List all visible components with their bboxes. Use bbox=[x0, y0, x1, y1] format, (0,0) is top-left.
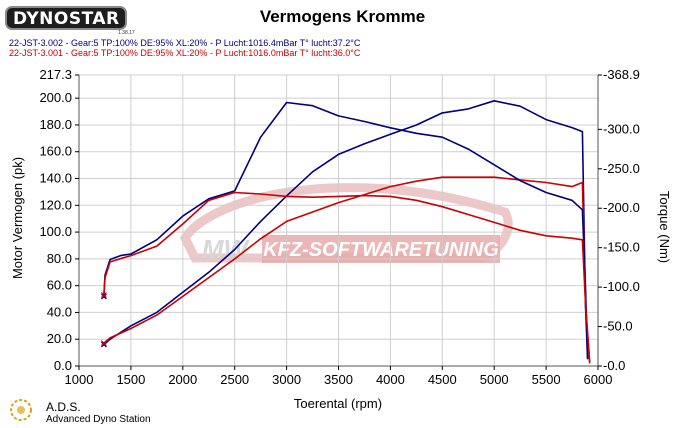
series-line-3 bbox=[103, 101, 589, 359]
y-tick-label: 200.0 bbox=[39, 90, 72, 105]
y-tick-label: 60.0 bbox=[47, 278, 72, 293]
x-tick-label: 5000 bbox=[480, 372, 509, 387]
y-tick-label: 160.0 bbox=[39, 144, 72, 159]
y2-tick-label: -368.9 bbox=[603, 67, 640, 82]
y-tick-label: 20.0 bbox=[47, 331, 72, 346]
x-tick-label: 5500 bbox=[532, 372, 561, 387]
y-tick-label: 100.0 bbox=[39, 224, 72, 239]
series-lines bbox=[100, 100, 591, 364]
series-start-marker bbox=[100, 340, 107, 347]
y-tick-label: 120.0 bbox=[39, 197, 72, 212]
run-info-2: 22-JST-3.001 - Gear:5 TP:100% DE:95% XL:… bbox=[9, 48, 361, 58]
x-tick-label: 1000 bbox=[65, 372, 94, 387]
y2-tick-label: -0.0 bbox=[603, 358, 625, 373]
x-tick-label: 2500 bbox=[220, 372, 249, 387]
ads-logo-icon bbox=[10, 399, 32, 421]
watermark-banner bbox=[262, 235, 500, 263]
x-tick-label: 2000 bbox=[168, 372, 197, 387]
y2-tick-label: -200.0 bbox=[603, 200, 640, 215]
y-tick-label: 140.0 bbox=[39, 171, 72, 186]
y-tick-label: 80.0 bbox=[47, 251, 72, 266]
footer-short-name: A.D.S. bbox=[46, 400, 81, 414]
watermark-car-shape bbox=[179, 183, 513, 263]
watermark: KFZ-SOFTWARETUNING MW bbox=[179, 183, 513, 264]
x-tick-label: 3000 bbox=[272, 372, 301, 387]
watermark-prefix: MW bbox=[202, 234, 251, 264]
gridlines bbox=[78, 74, 599, 367]
brand-version: 1.38.17 bbox=[118, 30, 135, 36]
x-tick-label: 4500 bbox=[428, 372, 457, 387]
series-line-2 bbox=[103, 176, 591, 364]
y-tick-label: 40.0 bbox=[47, 304, 72, 319]
series-start-marker bbox=[100, 293, 107, 300]
x-tick-label: 6000 bbox=[584, 372, 613, 387]
series-line-4 bbox=[103, 191, 591, 363]
run-info-1: 22-JST-3.002 - Gear:5 TP:100% DE:95% XL:… bbox=[9, 38, 361, 48]
footer-full-name: Advanced Dyno Station bbox=[46, 414, 151, 425]
y-tick-label: 180.0 bbox=[39, 117, 72, 132]
series-start-marker bbox=[100, 292, 107, 298]
x-tick-label: 3500 bbox=[324, 372, 353, 387]
brand-name: DYNOSTAR bbox=[13, 9, 120, 29]
series-line-1 bbox=[103, 100, 589, 360]
y2-axis-label: Torque (Nm) bbox=[657, 191, 672, 263]
axis-ticks: 1000 1500 2000 2500 3000 3500 4000 4500 5000 5500… bbox=[39, 67, 639, 387]
y2-tick-label: -50.0 bbox=[603, 319, 633, 334]
y-tick-label: 0.0 bbox=[54, 358, 72, 373]
y2-tick-label: -300.0 bbox=[603, 121, 640, 136]
y-tick-label: 217.3 bbox=[39, 67, 72, 82]
x-axis-label: Toerental (rpm) bbox=[294, 396, 382, 411]
y2-tick-label: -250.0 bbox=[603, 161, 640, 176]
series-start-marker bbox=[100, 341, 107, 348]
dynostar-logo: DYNOSTAR bbox=[5, 6, 127, 30]
x-tick-label: 1500 bbox=[116, 372, 145, 387]
y-axis-label: Motor Vermogen (pk) bbox=[10, 157, 25, 279]
chart-title: Vermogens Kromme bbox=[259, 7, 426, 26]
y2-tick-label: -100.0 bbox=[603, 279, 640, 294]
y2-tick-label: -150.0 bbox=[603, 240, 640, 255]
x-tick-label: 4000 bbox=[376, 372, 405, 387]
watermark-text: KFZ-SOFTWARETUNING bbox=[263, 239, 499, 261]
